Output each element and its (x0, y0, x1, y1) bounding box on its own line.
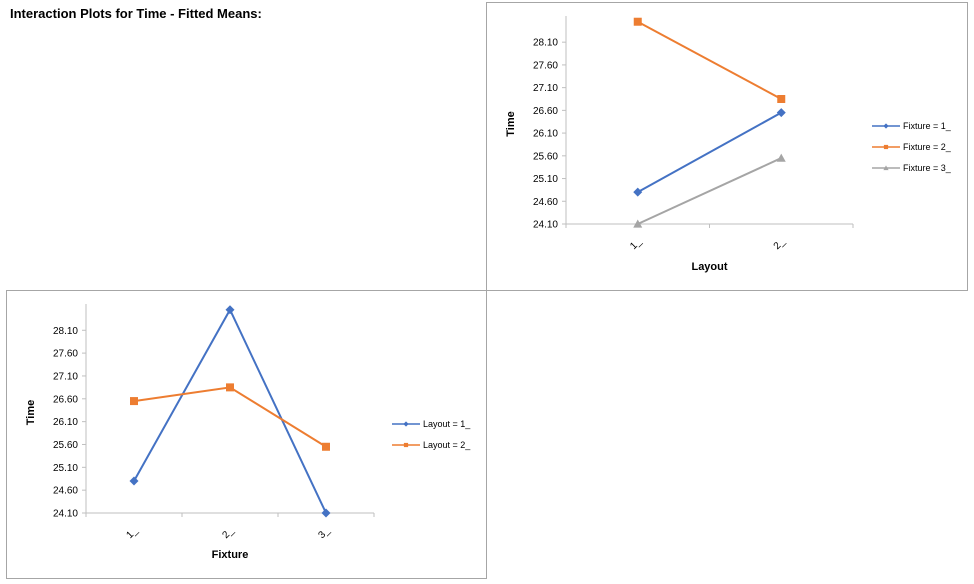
data-point (225, 305, 235, 315)
y-tick-label: 26.60 (533, 106, 558, 117)
chart-panel-fixture: 24.10 24.60 25.10 25.60 26.10 26.60 27.10 27.60… (6, 290, 487, 579)
data-point (322, 442, 330, 451)
data-point (633, 219, 643, 228)
y-tick-label: 24.10 (53, 509, 78, 520)
legend-marker (883, 123, 889, 129)
y-tick-label: 28.10 (533, 38, 558, 49)
y-tick-label: 27.60 (533, 60, 558, 71)
data-point (226, 383, 234, 392)
series-line (133, 386, 327, 448)
y-tick-label: 27.10 (533, 83, 558, 94)
x-axis-title: Fixture (212, 549, 249, 561)
chart-layout-svg: 24.10 24.60 25.10 25.60 26.10 26.60 27.10 27.60… (505, 16, 952, 273)
chart-panel-layout: 24.10 24.60 25.10 25.60 26.10 26.60 27.10 27.60… (486, 2, 968, 291)
y-tick-label: 25.60 (53, 440, 78, 451)
y-axis-title: Time (505, 111, 517, 136)
y-tick-label: 27.60 (53, 349, 78, 360)
y-tick-label: 28.10 (53, 326, 78, 337)
y-tick-label: 25.10 (53, 463, 78, 474)
data-point (321, 508, 331, 518)
data-point (129, 476, 139, 486)
data-point (633, 17, 642, 26)
series-line (637, 157, 782, 225)
y-tick-label: 26.10 (533, 129, 558, 140)
y-tick-label: 27.10 (53, 371, 78, 382)
legend-marker (883, 144, 889, 150)
y-axis-title: Time (25, 400, 37, 425)
y-tick-label: 25.10 (533, 174, 558, 185)
y-tick-label: 26.10 (53, 417, 78, 428)
legend-marker (403, 421, 409, 427)
data-point (777, 95, 786, 103)
page-title: Interaction Plots for Time - Fitted Mean… (10, 6, 262, 21)
legend-label: Fixture = 1_ (903, 121, 952, 131)
legend-marker (403, 442, 409, 448)
legend-label: Layout = 1_ (423, 419, 471, 429)
legend-marker (883, 165, 889, 171)
legend-label: Fixture = 3_ (903, 163, 952, 173)
x-tick-label: 2_ (220, 525, 236, 541)
y-tick-label: 24.10 (533, 220, 558, 231)
data-point (776, 108, 786, 118)
x-tick-label: 3_ (316, 525, 332, 541)
x-tick-label: 1_ (124, 525, 140, 541)
data-point (776, 153, 786, 162)
x-axis-title: Layout (691, 261, 727, 273)
series-line (133, 307, 327, 514)
legend-label: Layout = 2_ (423, 440, 471, 450)
y-tick-label: 24.60 (53, 486, 78, 497)
x-tick-label: 2_ (772, 236, 788, 252)
y-tick-label: 25.60 (533, 151, 558, 162)
legend-label: Fixture = 2_ (903, 142, 952, 152)
y-tick-label: 24.60 (533, 197, 558, 208)
data-point (130, 397, 138, 406)
series-line (637, 111, 782, 194)
series-line (637, 20, 782, 100)
x-tick-label: 1_ (628, 236, 644, 252)
y-tick-label: 26.60 (53, 394, 78, 405)
chart-fixture-svg: 24.10 24.60 25.10 25.60 26.10 26.60 27.10 27.60… (25, 304, 471, 561)
data-point (633, 187, 643, 197)
